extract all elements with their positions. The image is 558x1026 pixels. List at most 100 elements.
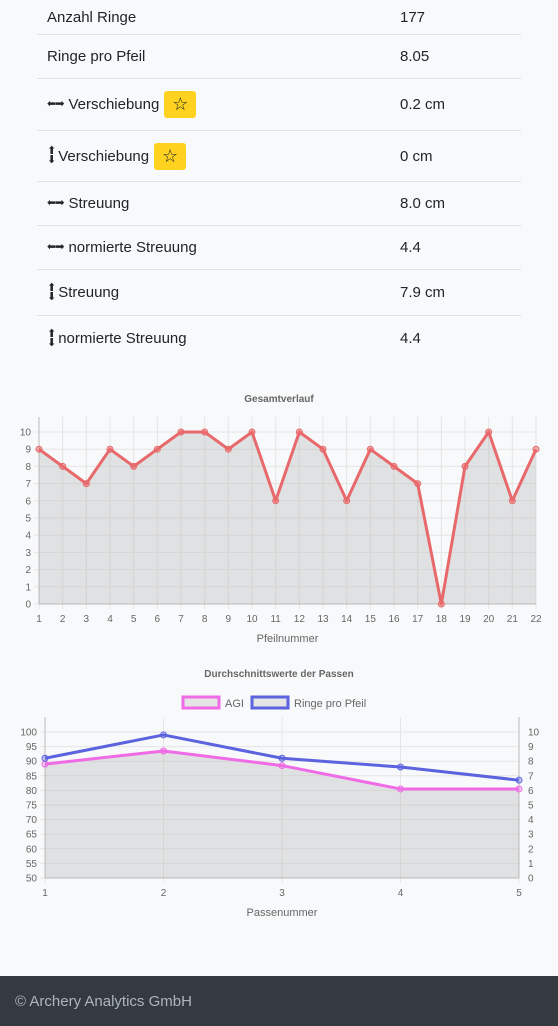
data-point bbox=[59, 462, 67, 470]
y-tick-label: 8 bbox=[25, 462, 31, 473]
data-point bbox=[437, 600, 445, 608]
chart-title: Durchschnittswerte der Passen bbox=[204, 669, 354, 680]
legend-label: AGI bbox=[225, 698, 244, 710]
y-right-tick-label: 2 bbox=[528, 844, 534, 855]
x-tick-label: 2 bbox=[161, 888, 167, 899]
y-left-tick-label: 100 bbox=[20, 728, 37, 739]
rings-data-point bbox=[278, 754, 286, 762]
vertical-arrows-icon: ⬆ ⬇ bbox=[47, 145, 57, 166]
y-tick-label: 2 bbox=[25, 565, 31, 576]
y-right-tick-label: 3 bbox=[528, 830, 534, 841]
stat-value: 0.2 cm bbox=[400, 96, 446, 113]
y-left-tick-label: 75 bbox=[26, 801, 38, 812]
vertical-arrows-icon: ⬆ ⬇ bbox=[47, 281, 57, 303]
stat-row: Anzahl Ringe 177 bbox=[37, 0, 521, 35]
stat-label: Streuung bbox=[58, 284, 120, 301]
stat-value: 177 bbox=[400, 8, 426, 26]
data-point bbox=[82, 480, 90, 488]
series-line bbox=[38, 430, 538, 606]
data-point bbox=[35, 445, 43, 453]
data-point bbox=[295, 428, 303, 436]
vertical-arrows-icon: ⬆ ⬇ bbox=[47, 327, 57, 349]
data-point bbox=[153, 445, 161, 453]
stat-label: Streuung bbox=[68, 195, 130, 212]
data-point bbox=[366, 445, 374, 453]
y-right-tick-label: 1 bbox=[528, 859, 534, 870]
data-point bbox=[414, 480, 422, 488]
stat-row: ⬅➡ Verschiebung ☆ 0.2 cm bbox=[37, 79, 521, 131]
star-badge-icon: ☆ bbox=[154, 142, 187, 170]
x-tick-label: 11 bbox=[270, 614, 281, 625]
y-left-tick-label: 70 bbox=[26, 815, 38, 826]
data-point bbox=[177, 428, 185, 436]
stat-row: ⬆ ⬇ normierte Streuung 4.4 bbox=[37, 316, 521, 361]
agi-data-point bbox=[515, 785, 523, 793]
statistics-table: Anzahl Ringe 177 Ringe pro Pfeil 8.05 ⬅➡ Vers… bbox=[37, 0, 521, 361]
horizontal-arrows-icon: ⬅➡ bbox=[47, 98, 64, 110]
agi-data-point bbox=[278, 762, 286, 770]
data-point bbox=[224, 445, 232, 453]
stat-row: ⬅➡ Streuung 8.0 cm bbox=[37, 182, 521, 226]
stat-label-cell: Anzahl Ringe bbox=[37, 9, 399, 26]
x-tick-label: 20 bbox=[483, 614, 495, 625]
agi-area-fill bbox=[45, 750, 519, 878]
stat-label: Verschiebung bbox=[58, 147, 150, 165]
x-tick-label: 19 bbox=[459, 614, 471, 625]
stat-value: 4.4 bbox=[400, 330, 421, 347]
agi-series-line bbox=[44, 749, 519, 791]
stat-value: 0 cm bbox=[400, 147, 433, 165]
x-axis-title: Pfeilnummer bbox=[257, 633, 319, 645]
stat-value: 7.9 cm bbox=[400, 284, 446, 301]
y-left-tick-label: 55 bbox=[26, 859, 38, 870]
rings-data-point bbox=[397, 763, 404, 771]
chart-title: Gesamtverlauf bbox=[244, 394, 314, 405]
y-tick-label: 7 bbox=[25, 479, 31, 490]
x-axis-title: Passenummer bbox=[247, 907, 318, 919]
x-tick-label: 22 bbox=[530, 614, 542, 625]
legend-label: Ringe pro Pfeil bbox=[294, 698, 366, 710]
stat-label: normierte Streuung bbox=[58, 330, 187, 347]
y-left-tick-label: 60 bbox=[26, 844, 38, 855]
stat-label: Verschiebung bbox=[68, 96, 160, 113]
rings-data-point bbox=[41, 754, 49, 762]
series-area-fill bbox=[39, 432, 536, 604]
stat-label: Ringe pro Pfeil bbox=[47, 48, 146, 65]
rings-series-line bbox=[44, 733, 520, 782]
data-point bbox=[130, 462, 138, 470]
y-right-tick-label: 8 bbox=[528, 757, 534, 768]
footer: © Archery Analytics GmbH bbox=[0, 976, 558, 1026]
y-right-tick-label: 5 bbox=[528, 801, 534, 812]
stat-value: 8.05 bbox=[400, 48, 430, 65]
x-tick-label: 10 bbox=[246, 614, 258, 625]
stat-row: Ringe pro Pfeil 8.05 bbox=[37, 35, 521, 79]
stat-label-cell: ⬆ ⬇ Streuung bbox=[37, 281, 399, 303]
stat-label-cell: ⬆ ⬇ normierte Streuung bbox=[37, 327, 399, 349]
y-left-tick-label: 65 bbox=[26, 830, 38, 841]
x-tick-label: 13 bbox=[317, 614, 329, 625]
stat-label: Anzahl Ringe bbox=[47, 8, 137, 26]
x-tick-label: 1 bbox=[36, 614, 42, 625]
y-left-tick-label: 85 bbox=[26, 771, 38, 782]
x-tick-label: 17 bbox=[412, 614, 424, 625]
footer-copyright: © Archery Analytics GmbH bbox=[15, 992, 192, 1010]
x-tick-label: 15 bbox=[365, 614, 377, 625]
x-tick-label: 5 bbox=[516, 888, 522, 899]
horizontal-arrows-icon: ⬅➡ bbox=[47, 197, 64, 209]
y-tick-label: 4 bbox=[25, 531, 31, 542]
data-point bbox=[532, 445, 540, 453]
x-tick-label: 2 bbox=[60, 614, 66, 625]
stat-label-cell: ⬅➡ Verschiebung ☆ bbox=[37, 91, 399, 118]
x-tick-label: 4 bbox=[398, 888, 404, 899]
x-tick-label: 5 bbox=[131, 614, 137, 625]
data-point bbox=[272, 497, 280, 505]
y-right-tick-label: 9 bbox=[528, 742, 534, 753]
x-tick-label: 12 bbox=[294, 614, 306, 625]
data-point bbox=[485, 428, 493, 436]
y-tick-label: 1 bbox=[25, 582, 31, 593]
x-tick-label: 9 bbox=[226, 614, 232, 625]
rings-data-point bbox=[515, 776, 523, 784]
agi-data-point bbox=[41, 760, 49, 768]
x-tick-label: 14 bbox=[341, 614, 353, 625]
star-badge-icon: ☆ bbox=[164, 91, 197, 118]
